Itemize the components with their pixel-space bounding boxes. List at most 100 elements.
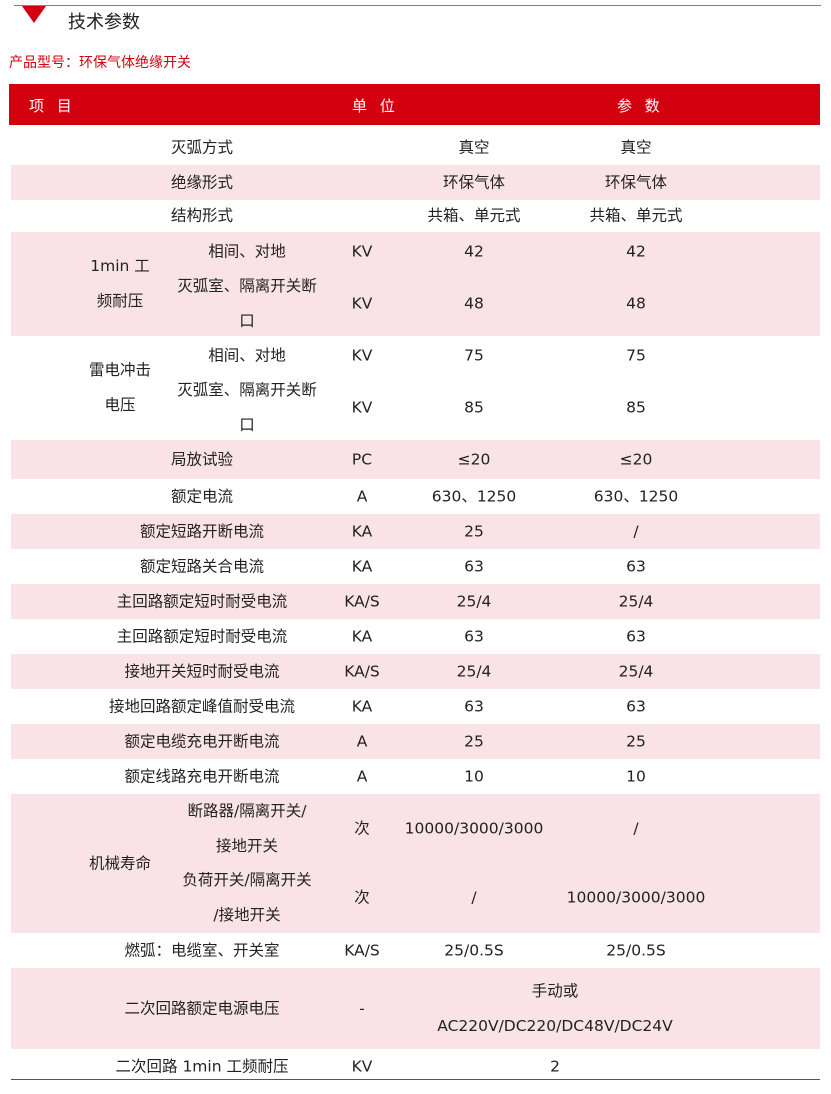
group-label-line: 1min 工 — [90, 257, 150, 275]
product-model-value: 环保气体绝缘开关 — [79, 55, 191, 71]
product-model-label: 产品型号： — [9, 55, 79, 71]
unit-value: KV — [351, 294, 373, 313]
table-row: 主回路额定短时耐受电流 KA/S 25/4 25/4 — [11, 584, 820, 619]
bottom-divider — [11, 1079, 820, 1080]
unit-value: KV — [351, 242, 373, 261]
table-row: 1min 工频耐压 相间、对地 KV 42 42 灭弧室、隔离开关断口 KV 48 48 — [11, 232, 820, 336]
table-row: 接地开关短时耐受电流 KA/S 25/4 25/4 — [11, 654, 820, 689]
table-row: 额定电缆充电开断电流 A 25 25 — [11, 724, 820, 759]
sub-item-label: 灭弧室、隔离开关断口 — [177, 373, 317, 443]
param-value-1: 25 — [464, 522, 484, 540]
unit-value: KA — [351, 522, 373, 540]
sub-item-label-line: 灭弧室、隔离开关断 — [177, 277, 317, 295]
param-value-1: 25/0.5S — [444, 941, 504, 959]
param-value-2: 42 — [626, 242, 646, 261]
group-label-line: 机械寿命 — [88, 854, 152, 872]
table-row: 额定电流 A 630、1250 630、1250 — [11, 479, 820, 514]
param-value-2: 25/4 — [618, 662, 654, 680]
param-value-1: 共箱、单元式 — [427, 206, 521, 225]
table-header: 项 目 单 位 参 数 — [9, 84, 820, 125]
item-label: 局放试验 — [170, 450, 234, 468]
param-value-2: 真空 — [620, 138, 652, 156]
sub-item-label: 负荷开关/隔离开关/接地开关 — [182, 863, 311, 933]
group-label-line: 电压 — [104, 396, 136, 414]
param-value-2: / — [633, 819, 639, 838]
param-value-merged-line: 2 — [550, 1057, 560, 1076]
unit-value: KA — [351, 627, 373, 645]
param-value-1: / — [471, 888, 477, 907]
table-row: 结构形式 共箱、单元式 共箱、单元式 — [11, 200, 820, 232]
group-label-line: 雷电冲击 — [88, 361, 152, 379]
item-label: 绝缘形式 — [170, 173, 234, 191]
param-value-1: 10000/3000/3000 — [404, 819, 544, 838]
triangle-marker-icon — [22, 6, 46, 23]
top-divider — [14, 5, 821, 6]
unit-value: A — [356, 767, 368, 785]
sub-item-label-line: 口 — [239, 416, 255, 434]
table-row: 二次回路 1min 工频耐压 KV 2 — [11, 1049, 820, 1085]
param-value-merged-line: 手动或 — [531, 981, 579, 1000]
group-label: 1min 工频耐压 — [90, 249, 150, 319]
unit-value: KA/S — [344, 662, 380, 680]
item-label: 额定线路充电开断电流 — [124, 767, 280, 785]
unit-value: PC — [351, 450, 373, 468]
param-value-1: ≤20 — [457, 450, 491, 468]
sub-item-label: 灭弧室、隔离开关断口 — [177, 269, 317, 339]
table-row: 机械寿命 断路器/隔离开关/接地开关 次 10000/3000/3000 / 负荷开关/隔… — [11, 794, 820, 933]
item-label: 二次回路 1min 工频耐压 — [115, 1057, 289, 1076]
item-label: 额定电缆充电开断电流 — [124, 732, 280, 750]
sub-item-label-line: 相间、对地 — [208, 242, 286, 261]
sub-item-label-line: 接地开关 — [215, 836, 279, 855]
unit-value: KV — [351, 346, 373, 365]
unit-value: KA/S — [344, 592, 380, 610]
sub-item-label: 断路器/隔离开关/接地开关 — [188, 794, 307, 864]
param-value-2: 25 — [626, 732, 646, 750]
param-value-1: 25 — [464, 732, 484, 750]
param-value-1: 63 — [464, 697, 484, 715]
param-value-2: 48 — [626, 294, 646, 313]
table-row: 绝缘形式 环保气体 环保气体 — [11, 165, 820, 200]
item-label: 燃弧：电缆室、开关室 — [124, 941, 280, 959]
item-label: 额定短路开断电流 — [139, 522, 265, 540]
unit-value: KA/S — [344, 941, 380, 959]
unit-value: 次 — [354, 819, 370, 838]
header-params: 参 数 — [617, 97, 664, 115]
table-row: 二次回路额定电源电压 - 手动或 AC220V/DC220/DC48V/DC24V — [11, 968, 820, 1049]
sub-item-label-line: 相间、对地 — [208, 346, 286, 365]
sub-item-label-line: /接地开关 — [213, 906, 281, 925]
param-value-2: 63 — [626, 697, 646, 715]
item-label: 接地开关短时耐受电流 — [124, 662, 280, 680]
param-value-1: 630、1250 — [431, 487, 517, 505]
param-value-1: 环保气体 — [442, 173, 506, 191]
param-value-2: 环保气体 — [604, 173, 668, 191]
param-value-2: 共箱、单元式 — [589, 206, 683, 225]
sub-item-label-line: 灭弧室、隔离开关断 — [177, 381, 317, 399]
table-row: 雷电冲击 电压 相间、对地 KV 75 75 灭弧室、隔离开关断口 KV 85 85 — [11, 336, 820, 440]
item-label: 接地回路额定峰值耐受电流 — [108, 697, 296, 715]
item-label: 主回路额定短时耐受电流 — [116, 627, 288, 645]
table-row: 灭弧方式 真空 真空 — [11, 130, 820, 165]
table-row: 额定短路关合电流 KA 63 63 — [11, 549, 820, 584]
product-model: 产品型号：环保气体绝缘开关 — [9, 52, 191, 72]
item-label: 额定短路关合电流 — [139, 557, 265, 575]
unit-value: - — [359, 999, 365, 1017]
sub-item-label-line: 口 — [239, 312, 255, 330]
group-label: 机械寿命 — [89, 846, 151, 881]
param-value-2: 10 — [626, 767, 646, 785]
sub-item-label-line: 断路器/隔离开关/ — [187, 801, 307, 820]
unit-value: A — [356, 732, 368, 750]
param-value-1: 真空 — [458, 138, 490, 156]
table-row: 局放试验 PC ≤20 ≤20 — [11, 440, 820, 479]
param-value-2: ≤20 — [619, 450, 653, 468]
table-row: 额定线路充电开断电流 A 10 10 — [11, 759, 820, 794]
param-value-1: 42 — [464, 242, 484, 261]
param-value-2: 63 — [626, 557, 646, 575]
param-value-2: 63 — [626, 627, 646, 645]
section-title: 技术参数 — [68, 12, 140, 33]
param-value-2: 75 — [626, 346, 646, 365]
param-value-2: 25/0.5S — [606, 941, 666, 959]
param-value-1: 63 — [464, 627, 484, 645]
param-value-2: 10000/3000/3000 — [566, 888, 706, 907]
param-value-merged: 2 — [550, 1050, 560, 1085]
